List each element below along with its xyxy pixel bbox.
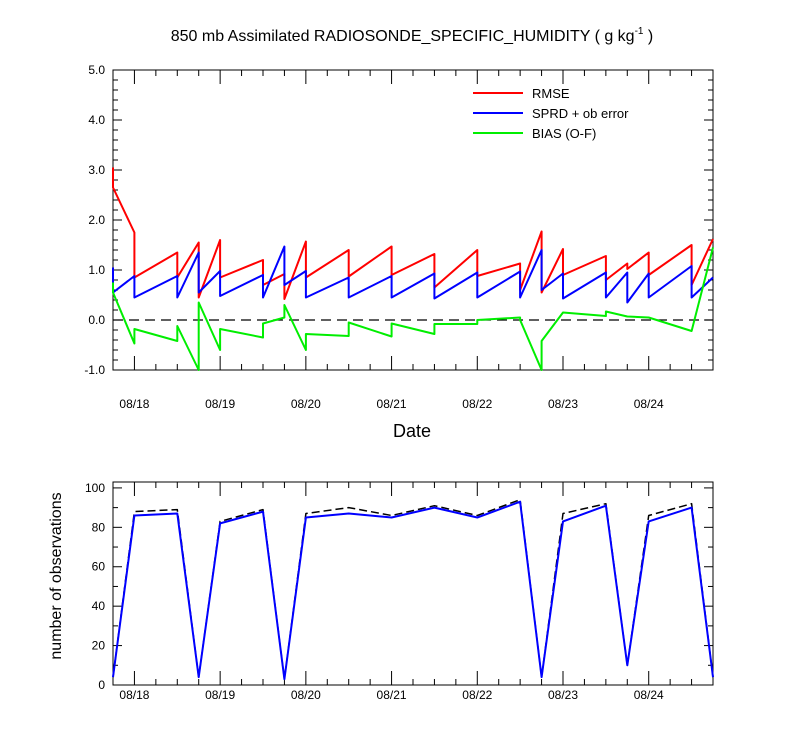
top-chart-series-bias-o-f [112, 247, 714, 371]
top-chart-y-tick-label: 5.0 [88, 63, 105, 77]
bottom-chart-x-tick-label: 08/19 [205, 688, 235, 702]
top-chart-x-axis-label: Date [393, 421, 431, 441]
top-chart-x-tick-label: 08/19 [205, 397, 235, 411]
legend-label-bias-o-f: BIAS (O-F) [532, 126, 596, 141]
top-chart: 850 mb Assimilated RADIOSONDE_SPECIFIC_H… [84, 26, 714, 441]
top-chart-series-sprd-ob-error [112, 245, 714, 304]
top-chart-y-tick-label: 3.0 [88, 163, 105, 177]
bottom-chart-y-axis-label: number of observations [48, 492, 65, 659]
bottom-chart-plot-area [112, 498, 714, 681]
top-chart-x-tick-label: 08/20 [291, 397, 321, 411]
top-chart-y-tick-label: -1.0 [84, 363, 105, 377]
bottom-chart-y-tick-label: 0 [98, 678, 105, 692]
bottom-chart-x-tick-label: 08/23 [548, 688, 578, 702]
bottom-chart-x-tick-label: 08/18 [119, 688, 149, 702]
top-chart-x-tick-label: 08/22 [462, 397, 492, 411]
bottom-chart-y-tick-label: 40 [92, 599, 106, 613]
bottom-chart-y-tick-label: 20 [92, 639, 106, 653]
top-chart-series-rmse [112, 167, 714, 300]
top-chart-x-tick-label: 08/18 [119, 397, 149, 411]
bottom-chart-axes: 0 20 40 60 80 100 08/18 08/19 08/20 08/21 08/22 08/… [85, 481, 714, 702]
bottom-chart-x-tick-label: 08/22 [462, 688, 492, 702]
legend-label-rmse: RMSE [532, 86, 570, 101]
top-chart-title: 850 mb Assimilated RADIOSONDE_SPECIFIC_H… [171, 26, 654, 45]
bottom-chart-y-tick-label: 100 [85, 481, 105, 495]
top-chart-legend: RMSE SPRD + ob error BIAS (O-F) [473, 86, 629, 141]
bottom-chart-series-observations-used [112, 500, 714, 681]
top-chart-axes: -1.0 0.0 1.0 2.0 3.0 4.0 5.0 08/18 08/19 08/20 08/… [84, 63, 714, 411]
legend-label-sprd-ob-error: SPRD + ob error [532, 106, 629, 121]
bottom-chart-x-tick-label: 08/21 [377, 688, 407, 702]
top-chart-y-tick-label: 2.0 [88, 213, 105, 227]
top-chart-plot-area [112, 167, 714, 371]
bottom-chart: 0 20 40 60 80 100 08/18 08/19 08/20 08/21 08/22 08/… [48, 481, 714, 702]
bottom-chart-y-tick-label: 80 [92, 520, 106, 534]
top-chart-y-tick-label: 4.0 [88, 113, 105, 127]
top-chart-y-tick-label: 1.0 [88, 263, 105, 277]
bottom-chart-x-tick-label: 08/24 [634, 688, 664, 702]
bottom-chart-x-tick-label: 08/20 [291, 688, 321, 702]
top-chart-x-tick-label: 08/24 [634, 397, 664, 411]
top-chart-x-tick-label: 08/21 [377, 397, 407, 411]
top-chart-y-tick-label: 0.0 [88, 313, 105, 327]
top-chart-x-tick-label: 08/23 [548, 397, 578, 411]
bottom-chart-y-tick-label: 60 [92, 560, 106, 574]
